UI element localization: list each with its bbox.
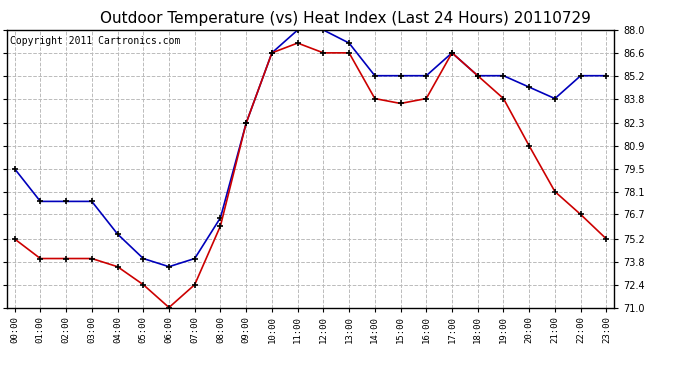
Text: Outdoor Temperature (vs) Heat Index (Last 24 Hours) 20110729: Outdoor Temperature (vs) Heat Index (Las… — [99, 11, 591, 26]
Text: Copyright 2011 Cartronics.com: Copyright 2011 Cartronics.com — [10, 36, 180, 45]
